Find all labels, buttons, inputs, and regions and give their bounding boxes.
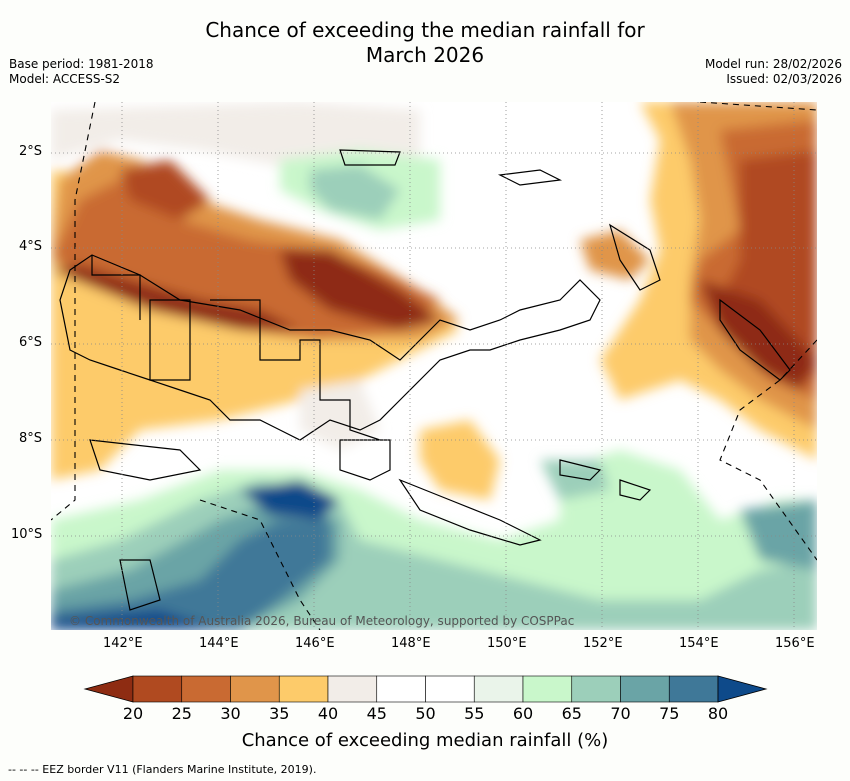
colorbar-low-extension [83, 675, 134, 703]
eez-legend-note: -- -- -- EEZ border V11 (Flanders Marine… [8, 763, 317, 776]
graticule [51, 102, 817, 630]
eez-border-northeast [699, 102, 817, 111]
papua-peninsula [339, 439, 391, 481]
cape-york [119, 559, 161, 611]
base-period: Base period: 1981-2018 [9, 57, 154, 71]
colorbar-cell [668, 675, 719, 703]
colorbar-tick-label: 35 [269, 704, 290, 723]
colorbar-cell [132, 675, 183, 703]
colorbar-tick-label: 50 [415, 704, 436, 723]
eez-border-east [719, 339, 817, 561]
colorbar-cell [278, 675, 329, 703]
title-line-2: March 2026 [365, 43, 485, 67]
island-north [497, 169, 563, 186]
colorbar-tick-label: 45 [366, 704, 387, 723]
colorbar-cells [132, 675, 719, 703]
lat-label-6s: 6°S [19, 335, 43, 350]
probability-shading [51, 102, 817, 630]
solomon-islands [719, 298, 791, 381]
new-guinea-coastline [59, 254, 601, 441]
lon-label-150e: 150°E [487, 636, 527, 651]
lon-label-142e: 142°E [103, 636, 143, 651]
island-south [559, 459, 602, 481]
lon-label-144e: 144°E [199, 636, 239, 651]
province-border-3 [91, 255, 141, 320]
colorbar-high-extension [717, 675, 768, 703]
colorbar-cell [327, 675, 378, 703]
manus-island [339, 149, 401, 166]
province-border-1 [149, 299, 191, 381]
colorbar-tick-label: 60 [512, 704, 534, 723]
copyright-credit: © Commonwealth of Australia 2026, Bureau… [69, 614, 575, 628]
colorbar-cell [522, 675, 573, 703]
colorbar-tick-label: 25 [171, 704, 192, 723]
colorbar-tick-label: 70 [610, 704, 631, 723]
eez-border-south [199, 499, 321, 630]
metadata-right: Model run: 28/02/2026 Issued: 02/03/2026 [705, 57, 842, 87]
colorbar-tick-label: 40 [317, 704, 339, 723]
lat-label-4s: 4°S [19, 239, 43, 254]
lat-label-10s: 10°S [11, 527, 43, 542]
new-ireland [608, 223, 661, 291]
northern-australia-coast [89, 439, 202, 481]
colorbar-cell [620, 675, 670, 703]
lon-label-148e: 148°E [391, 636, 431, 651]
colorbar-cell [376, 675, 426, 703]
map-area [51, 102, 817, 630]
lon-label-154e: 154°E [679, 636, 719, 651]
lon-label-156e: 156°E [775, 636, 815, 651]
colorbar-cell [473, 675, 524, 703]
issued-date: Issued: 02/03/2026 [726, 72, 842, 86]
lat-label-2s: 2°S [19, 144, 43, 159]
map-title: Chance of exceeding the median rainfall … [0, 18, 850, 68]
colorbar-tick-label: 80 [707, 704, 729, 723]
colorbar [83, 675, 768, 703]
eez-borders [51, 102, 817, 630]
southeast-coastline [398, 478, 542, 546]
colorbar-tick-label: 30 [220, 704, 241, 723]
colorbar-cell [181, 675, 231, 703]
colorbar-tick-label: 55 [464, 704, 485, 723]
colorbar-cell [425, 675, 475, 703]
title-line-1: Chance of exceeding the median rainfall … [205, 18, 645, 42]
colorbar-tick-label: 20 [122, 704, 144, 723]
province-border-2 [210, 299, 381, 441]
metadata-left: Base period: 1981-2018 Model: ACCESS-S2 [9, 57, 154, 87]
lon-label-152e: 152°E [583, 636, 623, 651]
lat-label-8s: 8°S [19, 431, 43, 446]
colorbar-tick-label: 75 [659, 704, 680, 723]
colorbar-cell [571, 675, 621, 703]
colorbar-tick-label: 65 [561, 704, 582, 723]
island-southeast [619, 479, 652, 501]
coastlines [59, 149, 791, 611]
lon-label-146e: 146°E [295, 636, 335, 651]
colorbar-title: Chance of exceeding median rainfall (%) [241, 730, 609, 751]
colorbar-cell [230, 675, 280, 703]
model-name: Model: ACCESS-S2 [9, 72, 121, 86]
model-run: Model run: 28/02/2026 [704, 57, 842, 71]
